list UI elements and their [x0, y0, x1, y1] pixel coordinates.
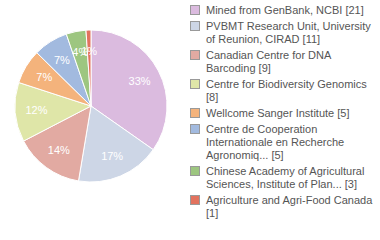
html-text:Centre de Cooperation Internat: Centre de Cooperation Internationale en … — [206, 123, 345, 161]
html-text:Chinese Academy of Agricultura: Chinese Academy of Agricultural Sciences… — [206, 165, 365, 190]
svg-text:33%: 33% — [129, 75, 151, 87]
svg-text:17%: 17% — [101, 150, 123, 162]
html-text:Centre for Biodiversity Genomi: Centre for Biodiversity Genomics [8] — [206, 78, 367, 103]
html-text:Mined from GenBank, NCBI [21]: Mined from GenBank, NCBI [21] — [206, 4, 364, 16]
html-text:Wellcome Sanger Institute [5]: Wellcome Sanger Institute [5] — [206, 107, 350, 119]
html-text:Canadian Centre for DNA Barcod: Canadian Centre for DNA Barcoding [9] — [206, 49, 331, 74]
svg-text:12%: 12% — [25, 104, 47, 116]
html-text:Agriculture and Agri-Food Cana: Agriculture and Agri-Food Canada [1] — [206, 194, 373, 219]
svg-text:1%: 1% — [81, 45, 97, 57]
html-text:PVBMT Research Unit, Universit: PVBMT Research Unit, University of Reuni… — [206, 20, 371, 45]
svg-text:7%: 7% — [54, 54, 70, 66]
svg-text:14%: 14% — [48, 144, 70, 156]
svg-text:7%: 7% — [36, 71, 52, 83]
